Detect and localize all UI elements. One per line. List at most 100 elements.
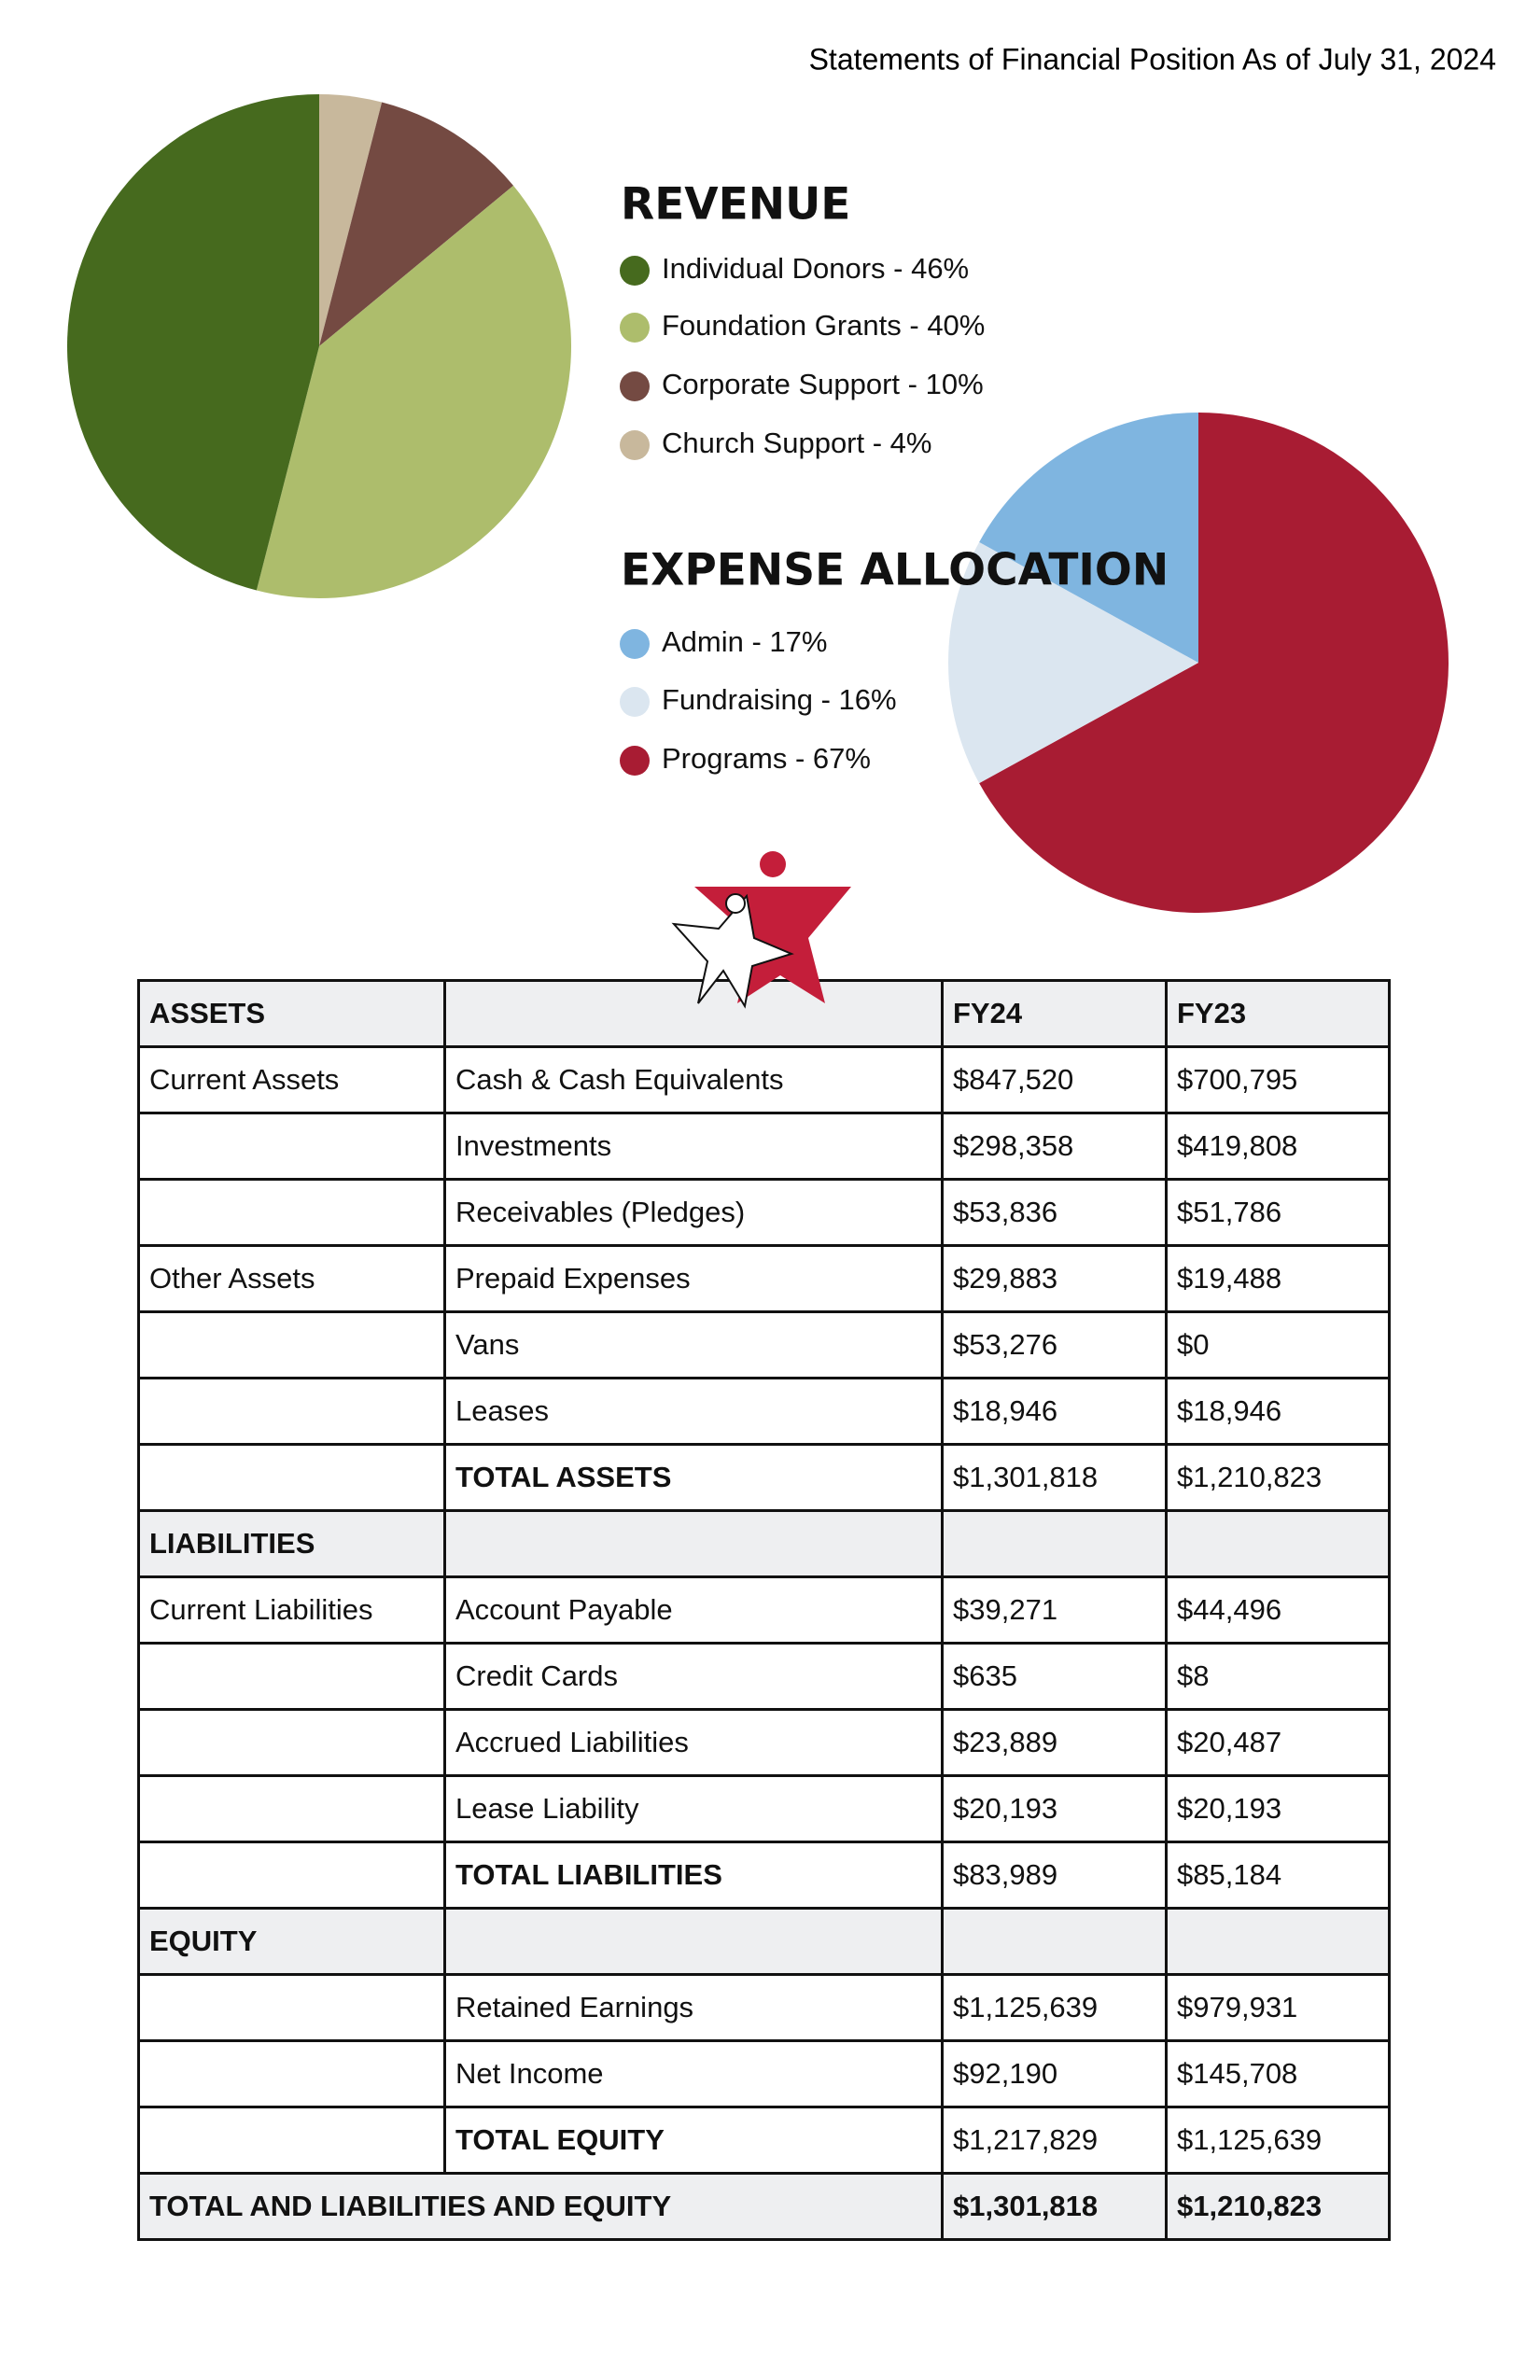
table-cell: Net Income (443, 2039, 944, 2108)
table-cell (137, 1708, 446, 1777)
table-cell: $20,193 (941, 1774, 1168, 1843)
table-cell (443, 979, 944, 1048)
table-cell: $19,488 (1165, 1244, 1391, 1313)
legend-label: Church Support - 4% (662, 427, 931, 459)
table-cell: Cash & Cash Equivalents (443, 1045, 944, 1114)
table-cell (137, 1310, 446, 1379)
table-cell: $83,989 (941, 1841, 1168, 1910)
table-cell: $1,301,818 (941, 1443, 1168, 1512)
legend-marker (620, 313, 650, 343)
charts: Statements of Financial Position As of J… (67, 42, 1496, 913)
table-cell: Current Assets (137, 1045, 446, 1114)
pie-slice (948, 541, 1198, 784)
table-row: TOTAL EQUITY $1,217,829 $1,125,639 (137, 2106, 1391, 2175)
table-cell: $51,786 (1165, 1178, 1391, 1247)
table-row: TOTAL AND LIABILITIES AND EQUITY $1,301,8… (137, 2172, 1391, 2241)
table-cell: Vans (443, 1310, 944, 1379)
table-row: Retained Earnings $1,125,639 $979,931 (137, 1973, 1391, 2042)
table-cell: LIABILITIES (137, 1509, 446, 1578)
legend-label: Corporate Support - 10% (662, 368, 984, 400)
chart-title: EXPENSE ALLOCATION (621, 545, 1169, 596)
table-cell: FY24 (941, 979, 1168, 1048)
legend-label: Fundraising - 16% (662, 683, 897, 716)
pie-slice (319, 94, 383, 346)
table-row: Credit Cards $635 $8 (137, 1642, 1391, 1711)
table-row: Vans $53,276 $0 (137, 1310, 1391, 1379)
pie-slice (979, 413, 1449, 913)
table-cell: Lease Liability (443, 1774, 944, 1843)
table-row: LIABILITIES (137, 1509, 1391, 1578)
pies (67, 94, 1449, 913)
table-row: Accrued Liabilities $23,889 $20,487 (137, 1708, 1391, 1777)
table-cell: $145,708 (1165, 2039, 1391, 2108)
table-cell (137, 1841, 446, 1910)
legend-marker (620, 687, 650, 717)
table-cell (137, 1377, 446, 1446)
table-cell: $1,210,823 (1165, 2172, 1391, 2241)
table-row: Current Assets Cash & Cash Equivalents $84… (137, 1045, 1391, 1114)
table-cell: $53,276 (941, 1310, 1168, 1379)
legend-label: Programs - 67% (662, 742, 871, 775)
table-row: Leases $18,946 $18,946 (137, 1377, 1391, 1446)
table-cell: EQUITY (137, 1907, 446, 1976)
financial-table: ASSETS FY24 FY23 Current Assets Cash & Cash … (137, 979, 1391, 2241)
table-cell: $20,487 (1165, 1708, 1391, 1777)
table-cell: $39,271 (941, 1575, 1168, 1645)
table-cell: TOTAL LIABILITIES (443, 1841, 944, 1910)
legend-marker (620, 256, 650, 286)
table-cell (1165, 1509, 1391, 1578)
table-cell: Investments (443, 1112, 944, 1181)
table-cell: Current Liabilities (137, 1575, 446, 1645)
pie-slice (256, 185, 571, 599)
table-row: Receivables (Pledges) $53,836 $51,786 (137, 1178, 1391, 1247)
table-cell: $8 (1165, 1642, 1391, 1711)
table-cell: Retained Earnings (443, 1973, 944, 2042)
table-cell: Leases (443, 1377, 944, 1446)
pie-slice (979, 413, 1198, 663)
table-cell: Receivables (Pledges) (443, 1178, 944, 1247)
table-cell: $1,125,639 (941, 1973, 1168, 2042)
legend-marker (620, 430, 650, 460)
table-cell (137, 1642, 446, 1711)
table-row: TOTAL ASSETS $1,301,818 $1,210,823 (137, 1443, 1391, 1512)
table-cell (941, 1907, 1168, 1976)
table-row: ASSETS FY24 FY23 (137, 979, 1391, 1048)
table-cell: $1,210,823 (1165, 1443, 1391, 1512)
table-cell (137, 1112, 446, 1181)
table-cell: FY23 (1165, 979, 1391, 1048)
table-cell: $92,190 (941, 2039, 1168, 2108)
table-cell: Credit Cards (443, 1642, 944, 1711)
table-cell (137, 1973, 446, 2042)
legend-marker (620, 371, 650, 401)
table-cell: $20,193 (1165, 1774, 1391, 1843)
table-cell: $847,520 (941, 1045, 1168, 1114)
table-cell: TOTAL ASSETS (443, 1443, 944, 1512)
table-cell: $18,946 (1165, 1377, 1391, 1446)
page-title: Statements of Financial Position As of J… (809, 42, 1496, 76)
legend-marker (620, 746, 650, 776)
table-row: EQUITY (137, 1907, 1391, 1976)
table-row: Lease Liability $20,193 $20,193 (137, 1774, 1391, 1843)
table-cell: $298,358 (941, 1112, 1168, 1181)
table-cell: $419,808 (1165, 1112, 1391, 1181)
pie-slice (67, 94, 319, 591)
table-cell: $29,883 (941, 1244, 1168, 1313)
table-row: TOTAL LIABILITIES $83,989 $85,184 (137, 1841, 1391, 1910)
table-row: Current Liabilities Account Payable $39,27… (137, 1575, 1391, 1645)
table-cell (941, 1509, 1168, 1578)
table-cell: $700,795 (1165, 1045, 1391, 1114)
table-cell (137, 2039, 446, 2108)
table-cell: Prepaid Expenses (443, 1244, 944, 1313)
table-row: Net Income $92,190 $145,708 (137, 2039, 1391, 2108)
table-cell: Other Assets (137, 1244, 446, 1313)
table-cell: $1,217,829 (941, 2106, 1168, 2175)
table-cell: $635 (941, 1642, 1168, 1711)
table-cell (443, 1509, 944, 1578)
table-cell: TOTAL AND LIABILITIES AND EQUITY (137, 2172, 944, 2241)
pie-slice (319, 102, 514, 346)
table-cell: $1,301,818 (941, 2172, 1168, 2241)
table-cell: Account Payable (443, 1575, 944, 1645)
table-row: Other Assets Prepaid Expenses $29,883 $19,4… (137, 1244, 1391, 1313)
legend-label: Foundation Grants - 40% (662, 309, 985, 342)
